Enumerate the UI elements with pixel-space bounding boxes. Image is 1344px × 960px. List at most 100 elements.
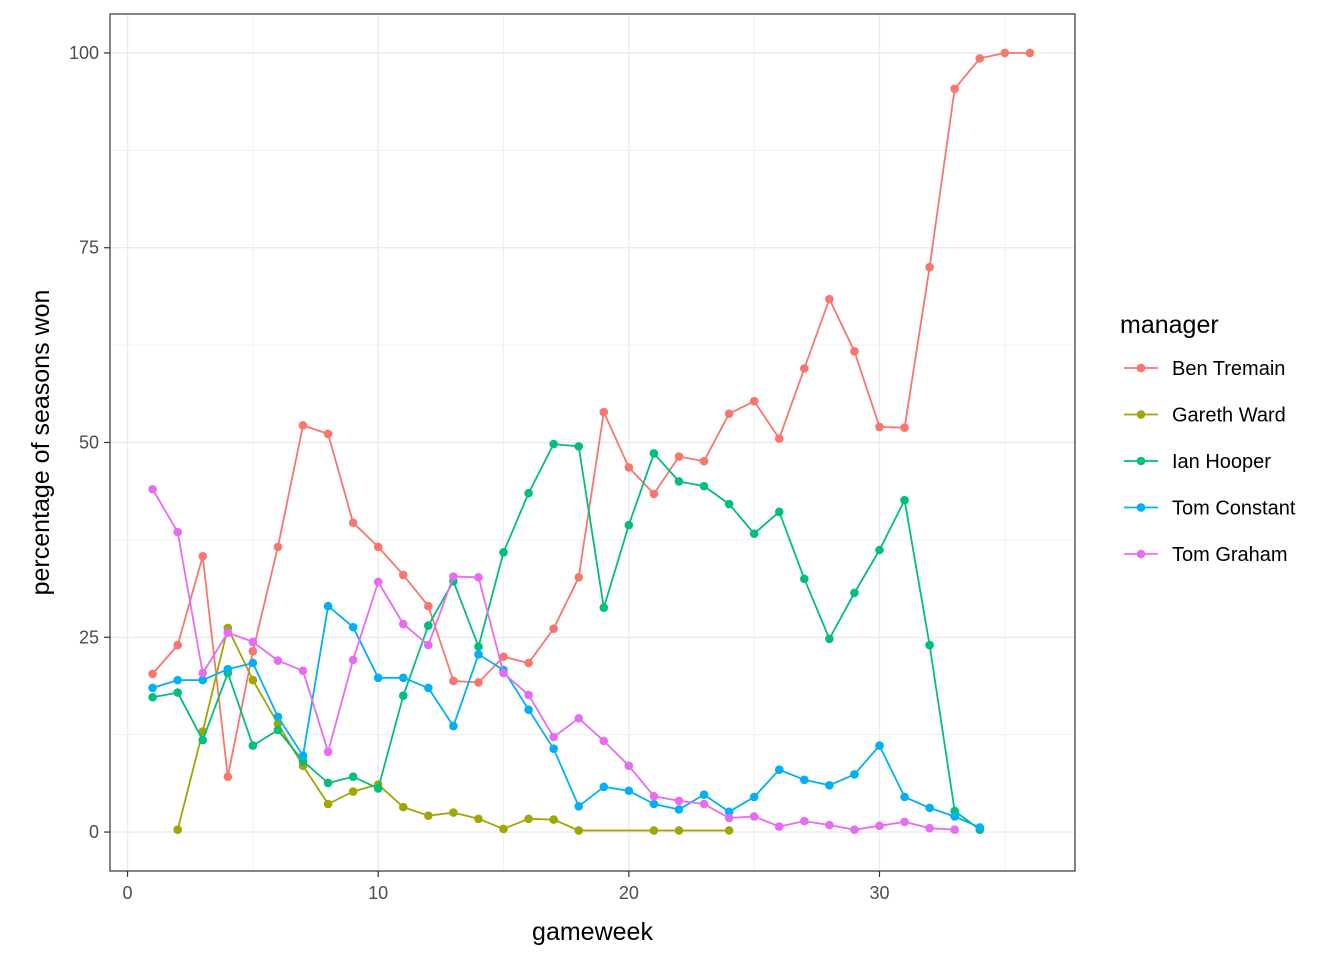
data-point — [198, 551, 208, 561]
data-point — [499, 548, 508, 557]
data-point — [649, 489, 659, 499]
data-point — [449, 676, 458, 686]
data-point — [223, 772, 233, 782]
data-point — [699, 481, 709, 491]
x-tick-label: 30 — [869, 883, 889, 903]
data-point — [549, 815, 558, 824]
series-line — [152, 443, 981, 831]
data-point — [825, 634, 834, 644]
data-point — [398, 691, 408, 701]
data-point — [549, 744, 558, 753]
data-point — [323, 601, 333, 611]
series-layer — [148, 48, 1035, 835]
legend-label: Ben Tremain — [1172, 358, 1285, 380]
data-point — [323, 778, 333, 788]
data-point — [674, 452, 684, 461]
data-point — [574, 572, 584, 582]
legend-label: Gareth Ward — [1172, 405, 1286, 427]
data-point — [524, 705, 533, 715]
data-point — [499, 652, 508, 662]
data-point — [348, 655, 358, 665]
x-tick-label: 20 — [619, 883, 639, 903]
x-tick-label: 0 — [123, 883, 133, 903]
data-point — [724, 807, 734, 817]
data-point — [298, 751, 308, 760]
legend-label: Tom Graham — [1172, 544, 1288, 566]
data-point — [925, 262, 934, 272]
data-point — [599, 603, 609, 612]
data-point — [825, 294, 834, 304]
data-point — [900, 423, 909, 432]
data-point — [925, 823, 934, 833]
data-point — [1000, 48, 1010, 58]
data-point — [248, 675, 258, 685]
data-point — [449, 808, 458, 817]
data-point — [825, 820, 834, 830]
legend-key-point — [1136, 503, 1146, 512]
data-point — [574, 826, 584, 835]
y-tick-label: 25 — [79, 627, 99, 647]
data-point — [323, 799, 333, 809]
legend-key-point — [1136, 549, 1146, 559]
legend-title: manager — [1120, 311, 1219, 339]
data-point — [524, 488, 533, 498]
data-point — [1025, 48, 1035, 58]
data-point — [950, 84, 959, 94]
data-point — [323, 429, 333, 439]
data-point — [173, 688, 182, 697]
data-point — [850, 347, 859, 356]
series-tom-constant — [148, 601, 985, 832]
data-point — [273, 542, 283, 552]
data-point — [549, 732, 558, 742]
data-point — [975, 823, 985, 832]
y-axis-title: percentage of seasons won — [27, 290, 55, 596]
data-point — [875, 545, 884, 555]
data-point — [474, 642, 483, 651]
data-point — [348, 772, 358, 782]
data-point — [198, 735, 208, 745]
data-point — [398, 802, 408, 812]
data-point — [524, 690, 533, 700]
data-point — [850, 825, 859, 835]
legend-label: Ian Hooper — [1172, 451, 1271, 473]
data-point — [699, 799, 709, 809]
data-point — [474, 678, 483, 687]
legend-key-point — [1136, 363, 1146, 373]
data-point — [148, 669, 157, 679]
data-point — [599, 736, 609, 746]
series-line — [151, 52, 1030, 778]
data-point — [373, 577, 383, 587]
y-tick-label: 50 — [79, 433, 99, 453]
data-point — [799, 364, 809, 373]
data-point — [749, 396, 759, 406]
data-point — [524, 814, 533, 824]
data-point — [599, 407, 609, 417]
data-point — [298, 421, 308, 430]
data-point — [323, 747, 333, 757]
data-point — [173, 675, 182, 685]
data-point — [975, 54, 985, 63]
data-point — [850, 588, 859, 598]
data-point — [724, 813, 734, 823]
data-point — [248, 646, 258, 656]
data-point — [875, 741, 884, 750]
data-point — [624, 520, 634, 530]
data-point — [624, 761, 634, 771]
data-point — [398, 673, 408, 683]
data-point — [649, 826, 659, 835]
data-point — [348, 787, 358, 796]
data-point — [449, 572, 458, 581]
data-point — [825, 781, 834, 790]
data-point — [624, 463, 634, 472]
legend-item: Gareth Ward — [1124, 405, 1286, 427]
data-point — [424, 683, 433, 693]
data-point — [398, 619, 408, 629]
data-point — [373, 673, 383, 683]
data-point — [950, 812, 959, 821]
data-point — [724, 826, 734, 835]
data-point — [424, 601, 433, 611]
legend-item: Tom Graham — [1124, 544, 1288, 566]
data-point — [424, 811, 433, 820]
data-point — [273, 656, 283, 665]
data-point — [148, 484, 157, 494]
